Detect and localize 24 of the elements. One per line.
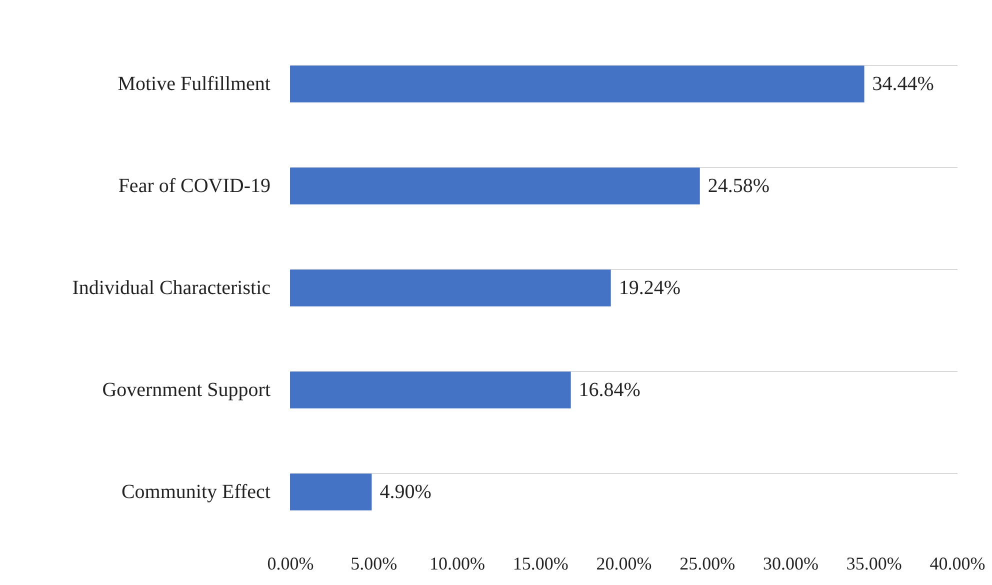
data-label: 19.24% <box>618 277 680 299</box>
y-tick-label: Fear of COVID-19 <box>118 175 270 197</box>
bar <box>290 270 611 306</box>
bar <box>290 168 700 204</box>
x-tick-label: 40.00% <box>930 554 986 574</box>
x-tick-label: 10.00% <box>430 554 485 574</box>
bar <box>290 66 864 102</box>
data-label: 34.44% <box>872 73 934 95</box>
x-tick-label: 35.00% <box>846 554 902 574</box>
x-tick-label: 30.00% <box>763 554 818 574</box>
x-tick-label: 5.00% <box>350 554 398 574</box>
bar <box>290 474 372 510</box>
y-tick-label: Motive Fulfillment <box>118 73 271 95</box>
x-tick-label: 15.00% <box>512 554 568 574</box>
data-label: 24.58% <box>708 175 770 197</box>
data-label: 16.84% <box>578 379 640 401</box>
x-tick-label: 25.00% <box>680 554 736 574</box>
y-tick-label: Individual Characteristic <box>72 277 271 299</box>
x-tick-label: 20.00% <box>596 554 652 574</box>
y-tick-label: Government Support <box>102 379 271 401</box>
data-label: 4.90% <box>380 481 432 503</box>
bar <box>290 372 571 408</box>
x-tick-label: 0.00% <box>267 554 314 574</box>
y-tick-label: Community Effect <box>121 481 271 503</box>
